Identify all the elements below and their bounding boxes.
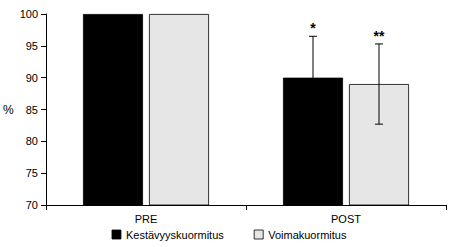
svg-text:POST: POST <box>331 213 361 225</box>
svg-text:Kestävyyskuormitus: Kestävyyskuormitus <box>126 229 224 241</box>
svg-text:PRE: PRE <box>135 213 158 225</box>
svg-text:*: * <box>310 20 316 36</box>
svg-text:**: ** <box>374 28 385 44</box>
svg-text:75: 75 <box>26 167 38 179</box>
svg-text:%: % <box>3 103 14 117</box>
svg-text:80: 80 <box>26 135 38 147</box>
svg-text:100: 100 <box>20 8 38 20</box>
svg-text:70: 70 <box>26 199 38 211</box>
svg-text:Voimakuormitus: Voimakuormitus <box>268 229 347 241</box>
svg-text:85: 85 <box>26 104 38 116</box>
svg-text:90: 90 <box>26 72 38 84</box>
svg-text:95: 95 <box>26 40 38 52</box>
